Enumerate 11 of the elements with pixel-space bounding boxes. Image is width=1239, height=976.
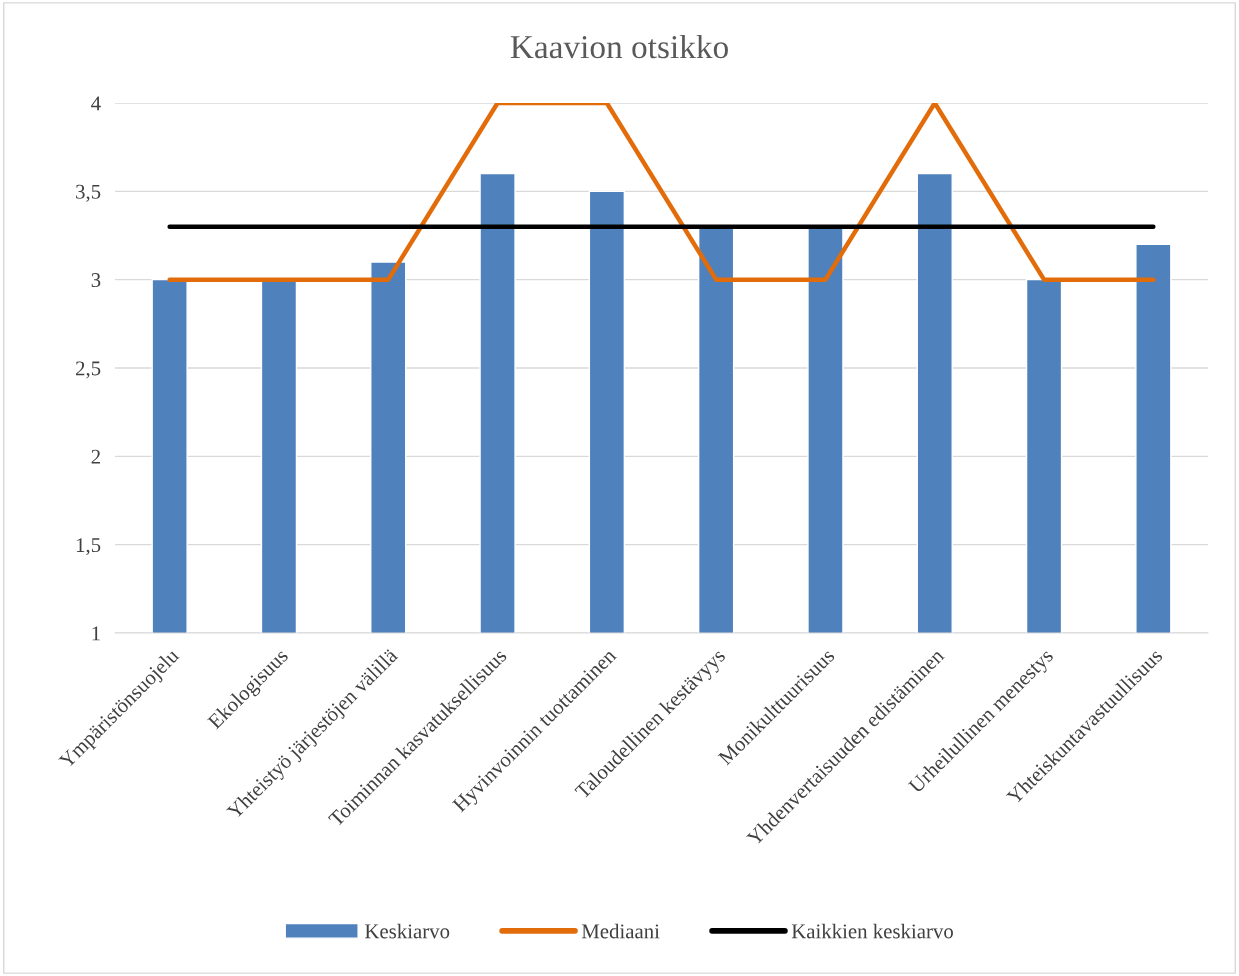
legend-label: Keskiarvo xyxy=(364,923,450,939)
y-tick-label: 4 xyxy=(91,96,101,111)
y-tick-label: 3 xyxy=(91,273,101,288)
y-tick-label: 2,5 xyxy=(75,361,101,379)
y-tick-label: 3,5 xyxy=(76,184,101,202)
y-tick-label: 1,5 xyxy=(76,538,101,556)
y-tick-label: 2 xyxy=(91,449,100,464)
chart-title: Kaavion otsikko xyxy=(510,34,728,59)
legend-label: Kaikkien keskiarvo xyxy=(791,923,953,939)
legend-label: Mediaani xyxy=(581,923,660,939)
y-tick-label: 1 xyxy=(92,626,100,641)
